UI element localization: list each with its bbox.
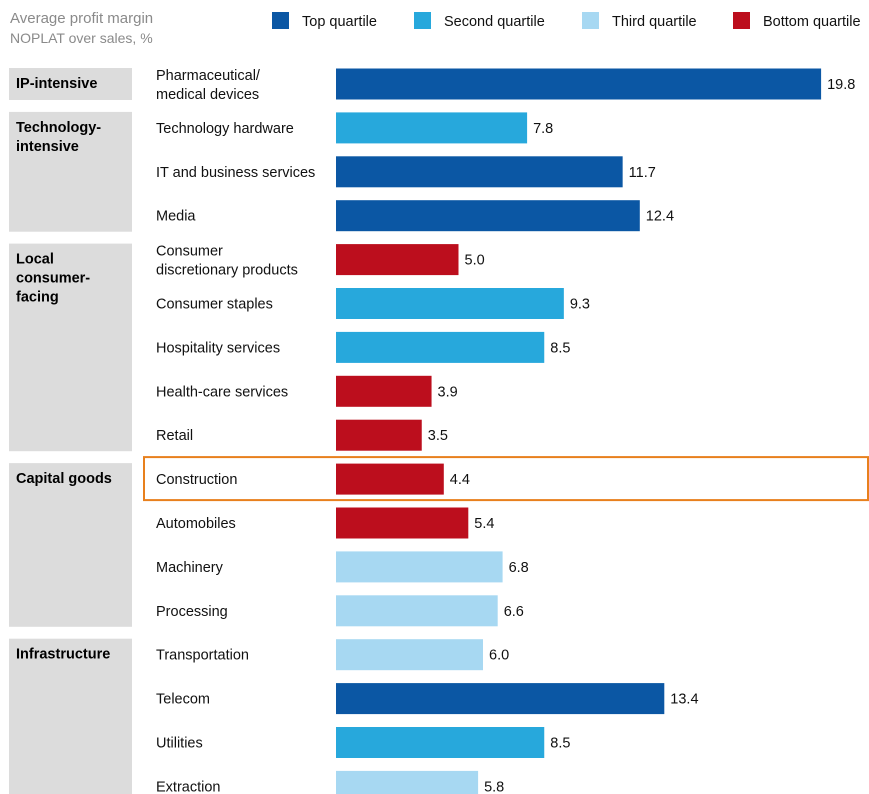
chart-title: Average profit margin [10,10,154,27]
bar [336,112,528,144]
group-label: intensive [16,139,79,155]
data-label: 3.9 [438,384,458,400]
group-box [9,68,132,100]
bar [336,331,545,363]
bar [336,639,483,671]
data-label: 4.4 [450,472,470,488]
group-label: consumer- [16,271,90,287]
data-label: 7.8 [533,121,553,137]
data-label: 5.8 [484,779,504,794]
category-label: Transportation [156,648,249,664]
category-label: Retail [156,428,193,444]
category-label: Hospitality services [156,340,280,356]
legend-label-top: Top quartile [302,14,377,30]
chart-subtitle: NOPLAT over sales, % [10,30,153,46]
data-label: 19.8 [827,77,855,93]
bar [336,244,459,276]
bar [336,200,640,232]
category-label: Media [156,209,196,225]
category-label: Utilities [156,736,203,752]
category-label: Consumer staples [156,297,273,313]
legend-label-third: Third quartile [612,14,697,30]
category-label: Consumer [156,244,223,260]
highlight-box [143,456,869,502]
category-label: Automobiles [156,516,236,532]
bar [336,463,444,495]
category-label: Construction [156,472,237,488]
group-label: Technology- [16,120,101,136]
bar [336,68,822,100]
bar [336,507,469,539]
data-label: 6.6 [504,604,524,620]
legend-swatch-top [272,12,289,29]
legend-label-bottom: Bottom quartile [763,14,861,30]
data-label: 6.8 [509,560,529,576]
legend-swatch-second [414,12,431,29]
category-label: Pharmaceutical/ [156,68,261,84]
category-label: Technology hardware [156,121,294,137]
data-label: 8.5 [550,340,570,356]
group-box [9,111,132,232]
data-label: 12.4 [646,209,674,225]
bar [336,288,564,319]
legend-swatch-third [582,12,599,29]
data-label: 5.0 [465,253,485,269]
category-label: discretionary products [156,263,298,279]
group-label: IP-intensive [16,76,97,92]
group-box [9,463,132,627]
legend-label-second: Second quartile [444,14,545,30]
data-label: 5.4 [474,516,494,532]
category-label: medical devices [156,87,259,103]
category-label: Extraction [156,779,220,794]
category-label: Health-care services [156,384,288,400]
category-label: IT and business services [156,165,315,181]
bar [336,683,665,715]
group-label: facing [16,290,59,306]
bar [336,156,623,188]
bar [336,551,503,583]
data-label: 13.4 [670,692,698,708]
legend-swatch-bottom [733,12,750,29]
group-box [9,638,132,794]
group-label: Capital goods [16,471,112,487]
category-label: Machinery [156,560,224,576]
data-label: 3.5 [428,428,448,444]
category-label: Processing [156,604,228,620]
bar [336,595,498,627]
data-label: 11.7 [629,165,656,181]
bar [336,770,479,794]
category-label: Telecom [156,692,210,708]
group-label: Infrastructure [16,647,110,663]
group-box [9,243,132,452]
bar [336,375,432,407]
data-label: 6.0 [489,648,509,664]
bar [336,419,422,451]
group-label: Local [16,252,54,268]
data-label: 9.3 [570,297,590,313]
bar [336,727,545,758]
data-label: 8.5 [550,736,570,752]
